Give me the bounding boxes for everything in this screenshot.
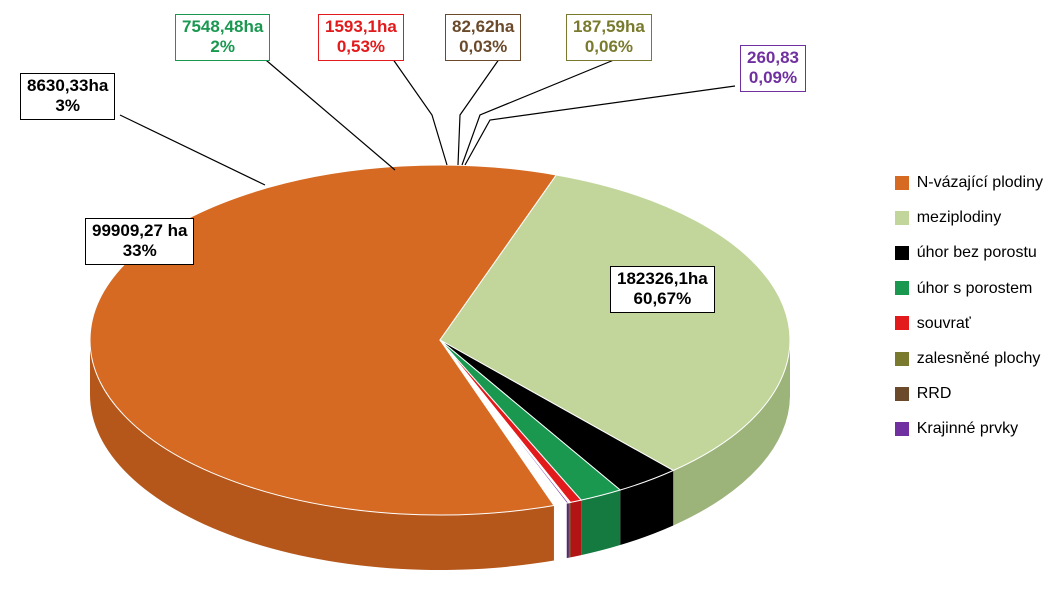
- slice-label: 99909,27 ha33%: [85, 218, 194, 265]
- slice-label-percent: 0,03%: [452, 37, 514, 57]
- legend-label: N-vázající plodiny: [917, 165, 1043, 200]
- slice-label-percent: 60,67%: [617, 289, 708, 309]
- slice-label: 182326,1ha60,67%: [610, 266, 715, 313]
- slice-label-percent: 3%: [27, 96, 108, 116]
- slice-label-value: 187,59ha: [573, 17, 645, 37]
- slice-label-percent: 33%: [92, 241, 187, 261]
- legend-label: zalesněné plochy: [917, 341, 1041, 376]
- legend-item: N-vázající plodiny: [895, 165, 1043, 200]
- legend-swatch: [895, 246, 909, 260]
- slice-label-value: 7548,48ha: [182, 17, 263, 37]
- legend-swatch: [895, 422, 909, 436]
- slice-label-value: 8630,33ha: [27, 76, 108, 96]
- legend-label: Krajinné prvky: [917, 411, 1018, 446]
- slice-label-value: 260,83: [747, 48, 799, 68]
- slice-label: 7548,48ha2%: [175, 14, 270, 61]
- legend-label: souvrať: [917, 306, 971, 341]
- legend-swatch: [895, 352, 909, 366]
- slice-label: 260,830,09%: [740, 45, 806, 92]
- legend-swatch: [895, 176, 909, 190]
- legend-label: RRD: [917, 376, 952, 411]
- legend-item: Krajinné prvky: [895, 411, 1043, 446]
- slice-label: 187,59ha0,06%: [566, 14, 652, 61]
- slice-label-value: 99909,27 ha: [92, 221, 187, 241]
- pie-chart-3d: 182326,1ha60,67%99909,27 ha33%8630,33ha3…: [0, 0, 1063, 599]
- legend-item: RRD: [895, 376, 1043, 411]
- legend-item: úhor s porostem: [895, 271, 1043, 306]
- legend-item: souvrať: [895, 306, 1043, 341]
- legend-item: zalesněné plochy: [895, 341, 1043, 376]
- legend-swatch: [895, 281, 909, 295]
- legend-swatch: [895, 387, 909, 401]
- slice-label-percent: 2%: [182, 37, 263, 57]
- legend-label: úhor bez porostu: [917, 235, 1037, 270]
- slice-label-percent: 0,06%: [573, 37, 645, 57]
- legend-item: meziplodiny: [895, 200, 1043, 235]
- legend-swatch: [895, 211, 909, 225]
- slice-label: 8630,33ha3%: [20, 73, 115, 120]
- slice-label-percent: 0,09%: [747, 68, 799, 88]
- slice-label-value: 182326,1ha: [617, 269, 708, 289]
- legend-swatch: [895, 316, 909, 330]
- legend-label: meziplodiny: [917, 200, 1001, 235]
- legend: N-vázající plodinymeziplodinyúhor bez po…: [895, 165, 1043, 447]
- slice-label: 1593,1ha0,53%: [318, 14, 404, 61]
- slice-label: 82,62ha0,03%: [445, 14, 521, 61]
- slice-label-percent: 0,53%: [325, 37, 397, 57]
- slice-label-value: 82,62ha: [452, 17, 514, 37]
- slice-label-value: 1593,1ha: [325, 17, 397, 37]
- legend-label: úhor s porostem: [917, 271, 1033, 306]
- legend-item: úhor bez porostu: [895, 235, 1043, 270]
